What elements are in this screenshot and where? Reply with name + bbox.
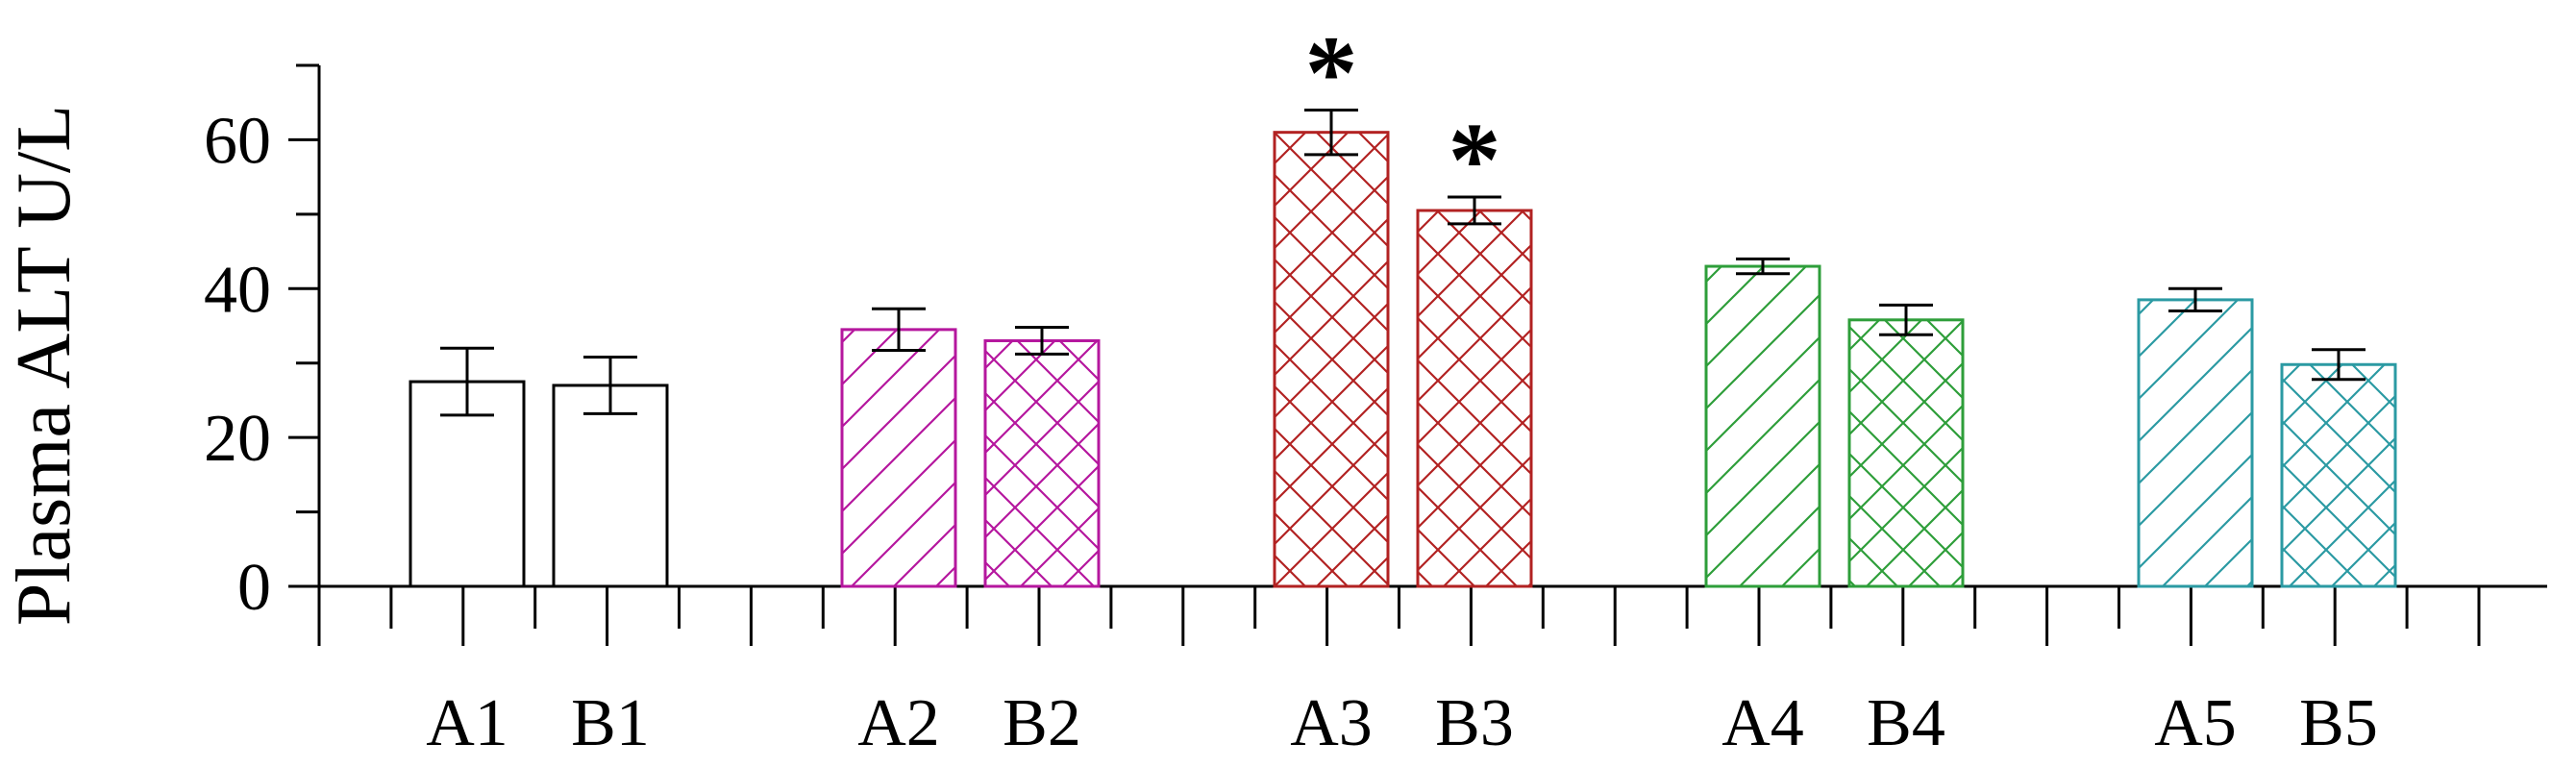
category-labels: A1 B1 A2 B2 A3 B3 A4 B4 A5 B5 bbox=[426, 686, 2378, 760]
bar-b5 bbox=[2280, 362, 2397, 588]
y-tick-label: 0 bbox=[237, 551, 271, 625]
x-category-label: A1 bbox=[426, 686, 508, 760]
bar-b1 bbox=[552, 384, 669, 588]
x-category-label: A2 bbox=[857, 686, 940, 760]
x-category-label: B2 bbox=[1003, 686, 1081, 760]
y-tick-label: 60 bbox=[204, 104, 271, 178]
x-category-label: B3 bbox=[1435, 686, 1514, 760]
x-category-label: A5 bbox=[2154, 686, 2237, 760]
significance-marker: * bbox=[1305, 13, 1358, 131]
y-tick-label: 40 bbox=[204, 253, 271, 327]
y-tick-label: 20 bbox=[204, 402, 271, 476]
bars bbox=[409, 131, 2397, 588]
x-category-label: B4 bbox=[1867, 686, 1945, 760]
bar-a4 bbox=[1704, 264, 1821, 588]
bar-b4 bbox=[1847, 318, 1965, 588]
bar-a2 bbox=[840, 328, 957, 588]
bar-b3 bbox=[1416, 209, 1533, 588]
bar-a5 bbox=[2137, 298, 2254, 588]
bar-b2 bbox=[983, 338, 1101, 588]
y-axis-title: Plasma ALT U/L bbox=[2, 105, 87, 626]
significance-marker: * bbox=[1449, 101, 1501, 218]
x-category-label: B1 bbox=[571, 686, 650, 760]
x-category-label: B5 bbox=[2299, 686, 2378, 760]
x-category-label: A3 bbox=[1290, 686, 1373, 760]
x-category-label: A4 bbox=[1721, 686, 1804, 760]
error-bars: ** bbox=[440, 13, 2365, 417]
bar-a3 bbox=[1273, 131, 1390, 588]
